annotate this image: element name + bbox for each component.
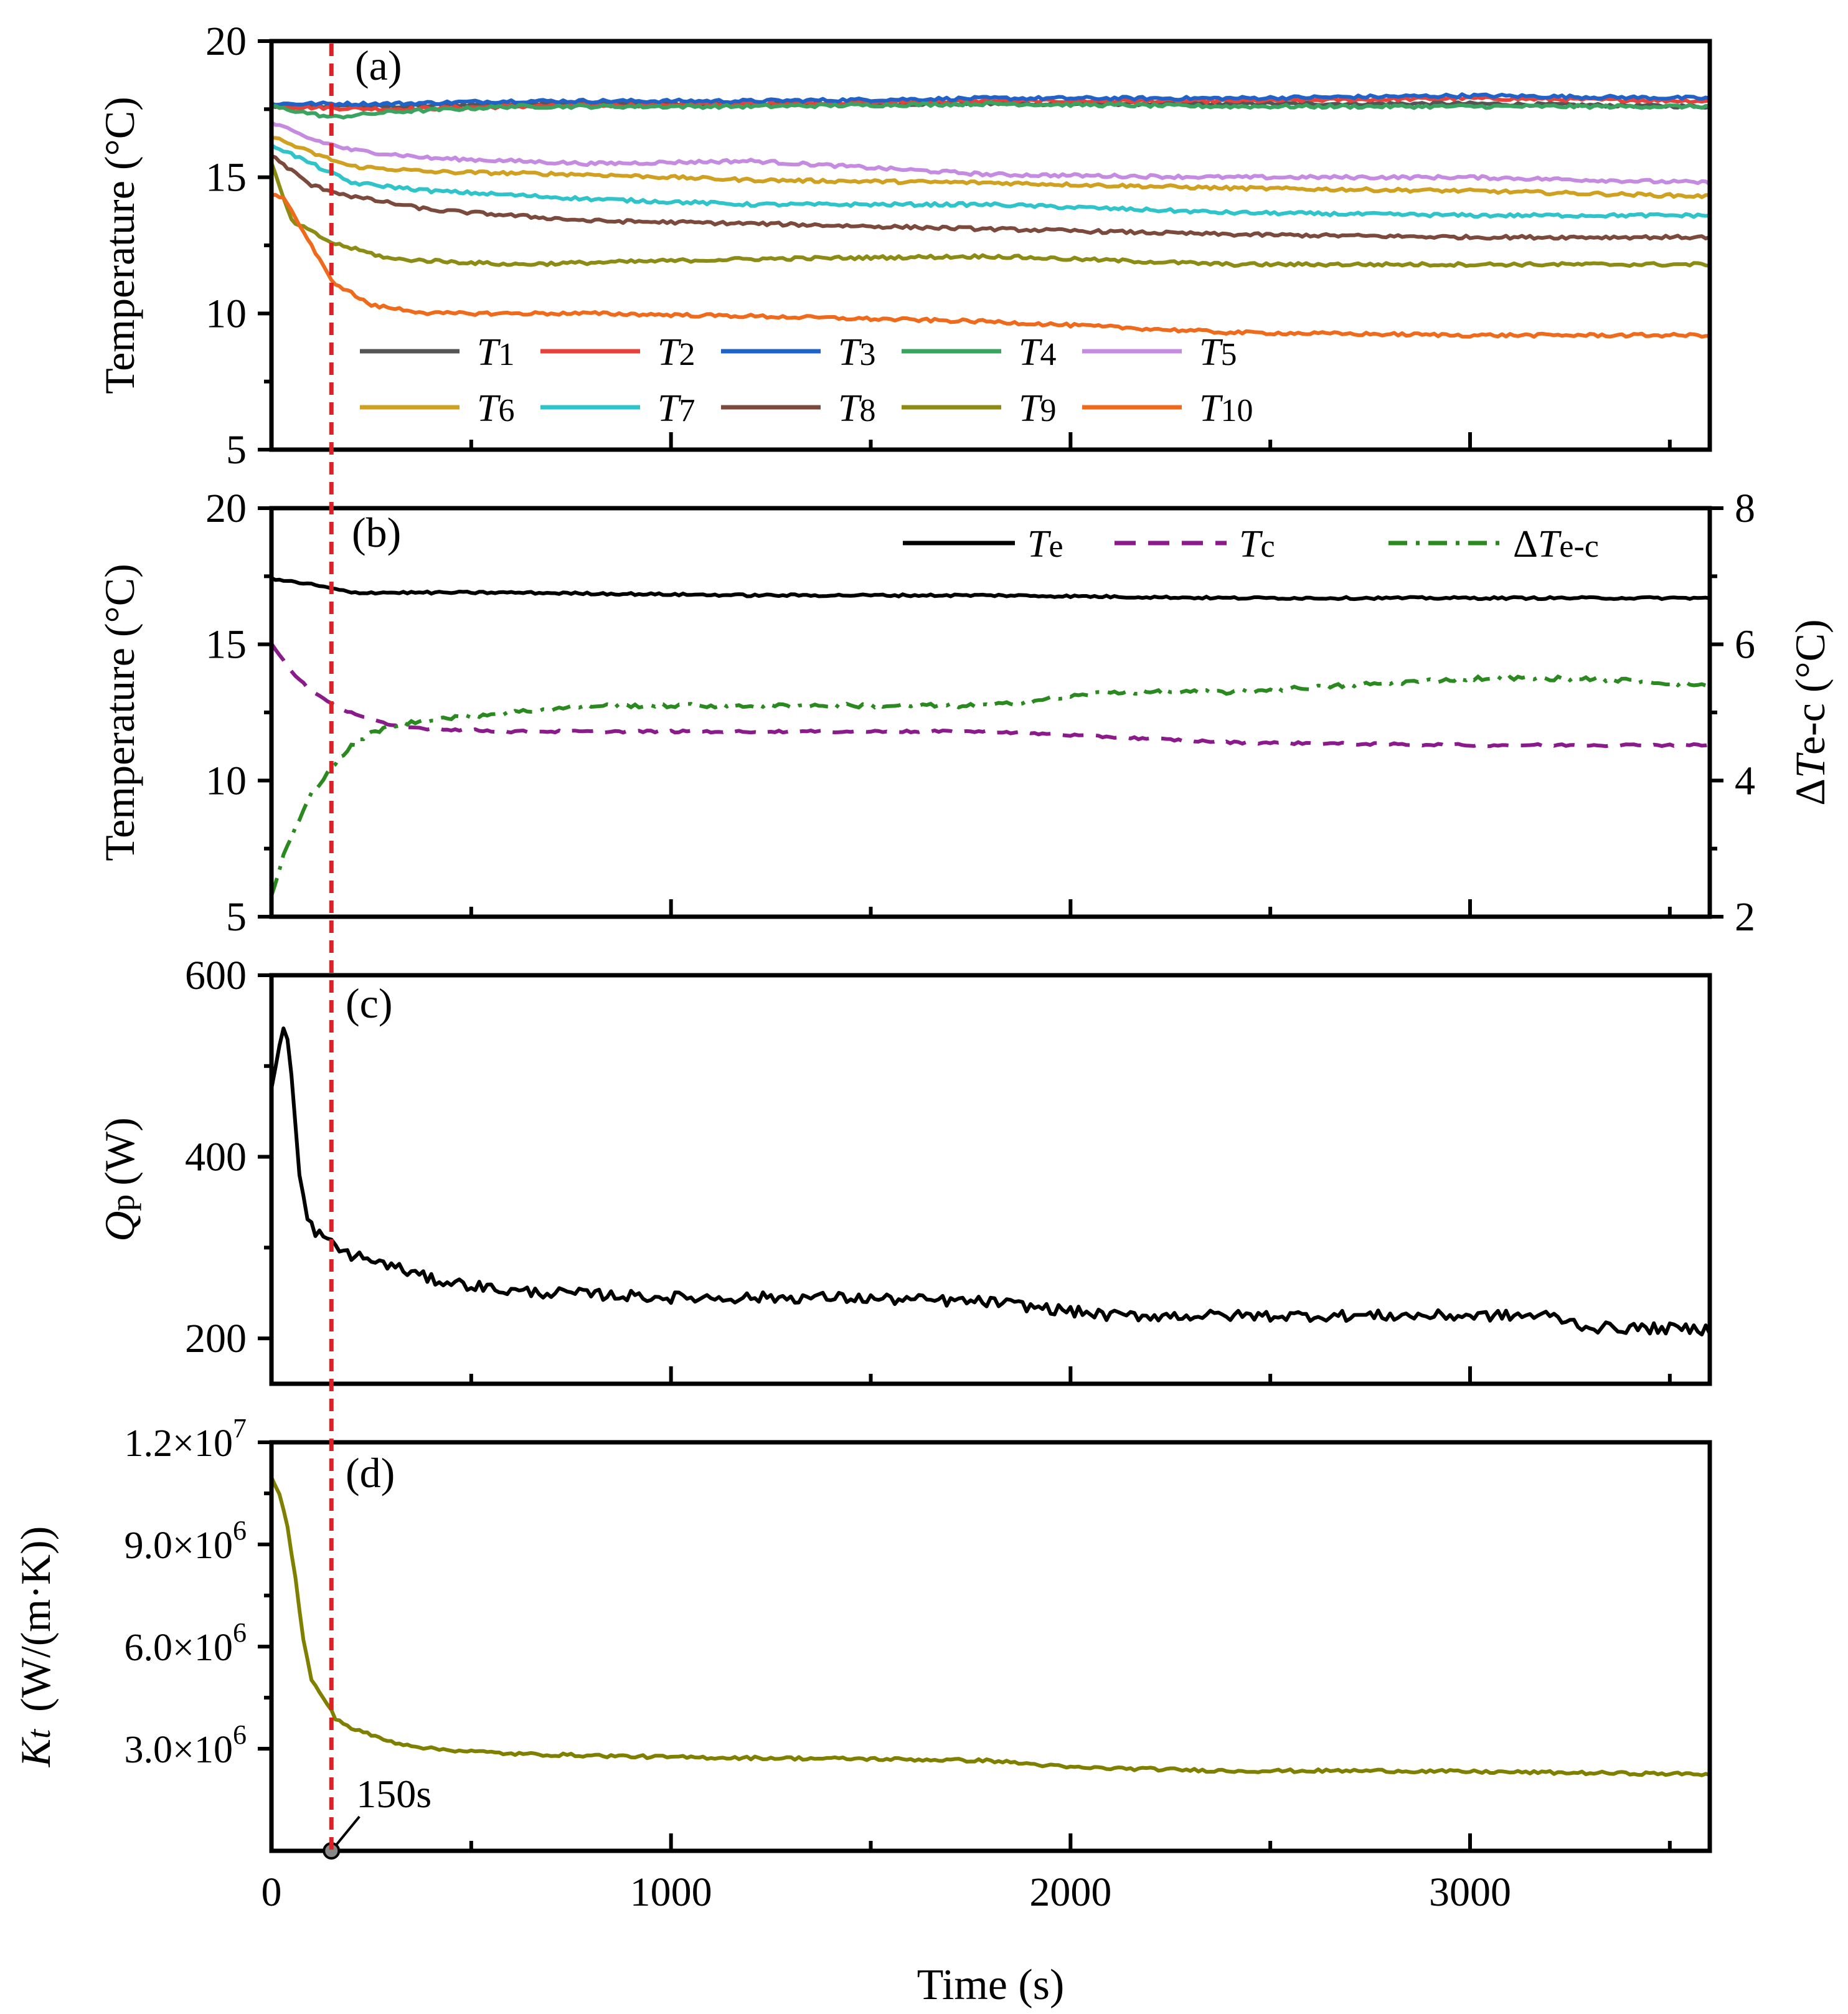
y-tick-label: 3.0×106 [125, 1719, 247, 1771]
x-tick-label: 3000 [1429, 1870, 1511, 1915]
panel-b-series [270, 576, 1710, 897]
legend-label-t1: T1 [477, 331, 514, 374]
y-tick-label: 20 [205, 486, 247, 531]
series-t7-line [270, 143, 1710, 219]
panel-a-series [270, 92, 1711, 339]
y-tick-label: 6.0×106 [125, 1617, 247, 1669]
marker-annotation: 150s [323, 1772, 431, 1860]
y-tick-label: 5 [226, 894, 247, 940]
panel-d-series [270, 1477, 1710, 1777]
y-tick-label: 5 [226, 427, 247, 473]
panel-a-ticks: 5 10 15 20 [205, 19, 1672, 473]
y2-tick-label: 4 [1735, 758, 1755, 803]
panel-b-ticks: 5 10 15 20 2 4 6 8 [205, 486, 1755, 940]
series-c-line [270, 642, 1710, 749]
legend-label-e-c: ΔTe-c [1513, 523, 1599, 565]
legend-label-t3: T3 [838, 331, 875, 374]
x-tick-label: 2000 [1029, 1870, 1111, 1915]
series-t3-line [271, 92, 1710, 108]
x-tick-label: 0 [262, 1870, 282, 1915]
legend-label-t10: T10 [1199, 387, 1253, 430]
y-tick-label: 10 [205, 758, 247, 803]
series-qp-line [270, 1026, 1712, 1336]
panel-b-label: (b) [352, 509, 401, 556]
series-t6-line [271, 136, 1710, 199]
y-tick-label: 1.2×107 [125, 1413, 247, 1465]
series-kt-line [270, 1477, 1710, 1777]
annotation-label: 150s [356, 1772, 431, 1816]
legend-label-t2: T2 [658, 331, 695, 374]
y-tick-label: 15 [205, 155, 247, 201]
legend-label-c: Tc [1239, 523, 1275, 565]
y2-tick-label: 6 [1735, 622, 1755, 668]
panel-d: 0 1000 2000 3000 3.0×106 6.0×106 9.0×106 1.2×10… [12, 1413, 1712, 2009]
y-tick-label: 200 [185, 1316, 247, 1361]
legend-label-t5: T5 [1199, 331, 1237, 374]
legend-label-e: Te [1027, 523, 1063, 565]
series-t8-line [270, 154, 1711, 241]
panel-b: 5 10 15 20 2 4 6 8 (b) Temperature (°C) ΔTe-c (… [96, 486, 1834, 940]
series-e-line [270, 576, 1710, 602]
panel-d-ylabel: Kt(W/(m·K)) [12, 1526, 59, 1768]
series-t4-line [271, 100, 1710, 120]
y-tick-label: 600 [185, 953, 247, 998]
panel-c-ticks: 200 400 600 [185, 953, 1672, 1384]
panel-c: 200 400 600 (c) Qp(W) [96, 953, 1712, 1386]
panel-d-ticks: 0 1000 2000 3000 3.0×106 6.0×106 9.0×106 1.2×10… [125, 1413, 1672, 1915]
y-tick-label: 9.0×106 [125, 1515, 247, 1567]
legend-label-t8: T8 [838, 387, 875, 430]
panel-c-series [270, 1026, 1712, 1336]
panel-a-ylabel: Temperature (°C) [96, 97, 143, 394]
legend-label-t7: T7 [658, 387, 695, 430]
panel-b-legend: Te Tc ΔTe-c [903, 523, 1599, 565]
panel-a-legend: T1 T2 T3 T4 T5 T6 T7 T8 T9 T10 [360, 331, 1253, 430]
panel-b-ylabel: Temperature (°C) [96, 564, 143, 861]
series-t9-line [270, 162, 1710, 268]
panel-a-label: (a) [355, 42, 402, 89]
legend-label-t6: T6 [477, 387, 514, 430]
series-t10-line [271, 192, 1710, 339]
y2-tick-label: 2 [1735, 894, 1755, 940]
y-tick-label: 15 [205, 622, 247, 668]
panel-c-label: (c) [346, 980, 392, 1027]
x-tick-label: 1000 [630, 1870, 712, 1915]
panel-b-y2label: ΔTe-c (°C) [1786, 619, 1834, 805]
y-tick-label: 10 [205, 291, 247, 336]
y-tick-label: 20 [205, 19, 247, 64]
panel-d-label: (d) [346, 1449, 395, 1496]
legend-label-t4: T4 [1019, 331, 1056, 374]
series-t5-line [270, 121, 1711, 186]
y-tick-label: 400 [185, 1135, 247, 1180]
panel-c-frame [269, 973, 1712, 1386]
legend-label-t9: T9 [1019, 387, 1056, 430]
panel-c-ylabel: Qp(W) [96, 1117, 143, 1242]
x-axis-label: Time (s) [917, 1961, 1065, 2009]
y2-tick-label: 8 [1735, 486, 1755, 531]
